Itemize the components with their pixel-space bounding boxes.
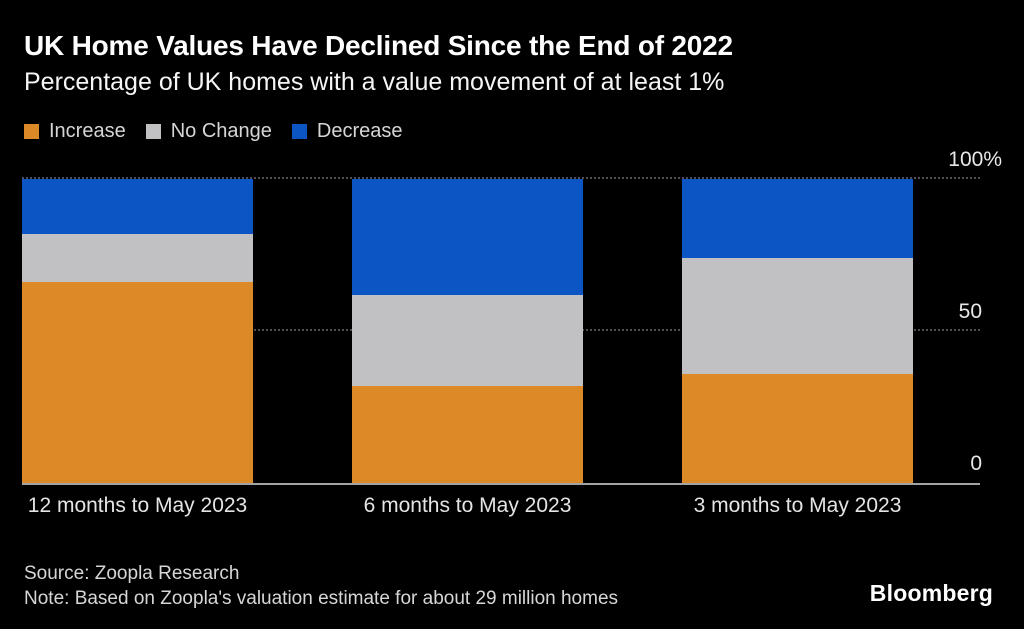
y-tick-label-100: 100% — [948, 148, 1002, 171]
stacked-bar-2 — [352, 179, 583, 483]
bar-1-segment-decrease — [22, 179, 253, 234]
legend-swatch-icon — [145, 124, 161, 139]
y-tick-label-50: 50 — [958, 300, 982, 323]
x-axis-baseline — [22, 483, 980, 485]
bar-1-segment-no-change — [22, 233, 253, 283]
chart-subtitle: Percentage of UK homes with a value move… — [24, 68, 725, 96]
legend-swatch-icon — [291, 124, 307, 139]
legend-label: Decrease — [316, 120, 403, 142]
bar-1-segment-increase — [22, 282, 253, 483]
stacked-bar-1 — [22, 179, 253, 483]
legend-label: No Change — [170, 120, 272, 142]
legend-item-no-change: No Change — [145, 120, 272, 143]
legend-item-increase: Increase — [24, 120, 126, 143]
stacked-bar-3 — [682, 179, 913, 483]
gridline-100 — [22, 177, 980, 179]
bar-2-segment-increase — [352, 385, 583, 483]
source-text: Source: Zoopla Research — [24, 563, 240, 584]
bar-2-segment-no-change — [352, 294, 583, 386]
x-axis-label-2: 6 months to May 2023 — [363, 494, 572, 517]
x-axis-label-3: 3 months to May 2023 — [693, 494, 902, 517]
x-axis-label-1: 12 months to May 2023 — [27, 494, 248, 517]
legend-swatch-icon — [24, 124, 39, 139]
bar-3-segment-no-change — [682, 258, 913, 374]
bloomberg-logo: Bloomberg — [869, 580, 993, 606]
bar-3-segment-decrease — [682, 179, 913, 259]
chart-title: UK Home Values Have Declined Since the E… — [24, 30, 733, 61]
y-tick-label-0: 0 — [970, 452, 982, 475]
legend: Increase No Change Decrease — [24, 120, 403, 143]
legend-item-decrease: Decrease — [291, 120, 403, 143]
legend-label: Increase — [49, 120, 126, 142]
bar-3-segment-increase — [682, 373, 913, 483]
note-text: Note: Based on Zoopla's valuation estima… — [24, 588, 619, 609]
bar-2-segment-decrease — [352, 179, 583, 295]
